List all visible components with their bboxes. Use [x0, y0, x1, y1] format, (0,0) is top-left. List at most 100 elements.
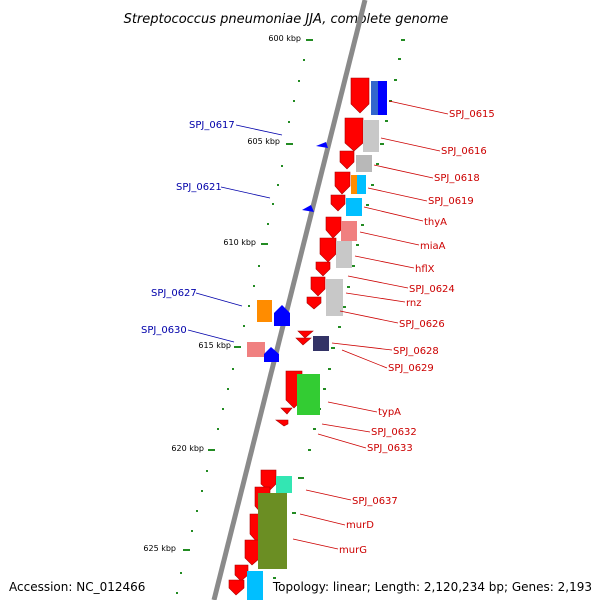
minor-tick	[232, 368, 234, 370]
major-tick	[261, 243, 268, 245]
gene-arrow-forward[interactable]	[330, 194, 346, 212]
minor-tick	[222, 408, 224, 410]
genome-backbone	[211, 0, 368, 600]
gene-arrow-forward[interactable]	[319, 237, 337, 263]
gene-label[interactable]: SPJ_0637	[352, 496, 398, 507]
gene-label[interactable]: thyA	[424, 217, 447, 228]
leader-line	[220, 186, 271, 199]
minor-tick	[281, 165, 283, 167]
minor-tick	[288, 121, 290, 123]
cog-box-grey	[336, 241, 352, 268]
minor-tick	[176, 592, 178, 594]
gene-arrow-forward[interactable]	[339, 150, 355, 170]
gene-label[interactable]: typA	[378, 407, 401, 418]
gene-label[interactable]: SPJ_0632	[371, 427, 417, 438]
cog-box-cyan	[357, 175, 366, 194]
gene-arrow-forward[interactable]	[334, 171, 351, 195]
cog-box-orange	[257, 300, 272, 322]
gene-arrow-forward[interactable]	[244, 539, 261, 566]
track-tick	[385, 120, 388, 122]
minor-tick	[206, 470, 208, 472]
track-tick	[273, 577, 276, 579]
gene-arrow-forward[interactable]	[310, 276, 326, 297]
leader-line	[363, 206, 424, 222]
gene-label[interactable]: SPJ_0629	[388, 363, 434, 374]
gene-label[interactable]: SPJ_0627	[151, 288, 197, 299]
leader-line	[235, 124, 283, 136]
minor-tick	[253, 285, 255, 287]
gene-label[interactable]: SPJ_0617	[189, 120, 235, 131]
gene-arrow-forward[interactable]	[295, 337, 312, 346]
gene-arrow-forward[interactable]	[325, 216, 342, 239]
cog-box-blue	[371, 81, 379, 115]
major-tick	[306, 39, 313, 41]
gene-arrow-forward[interactable]	[280, 407, 293, 415]
leader-line	[187, 329, 235, 343]
accession-text: Accession: NC_012466	[9, 580, 146, 594]
track-tick	[298, 477, 304, 479]
major-tick	[183, 549, 190, 551]
gene-label[interactable]: rnz	[406, 298, 422, 309]
leader-line	[305, 489, 352, 501]
right-labels: SPJ_0615 SPJ_0616 SPJ_0618 SPJ_0619 thyA…	[292, 100, 495, 556]
gene-arrow-forward[interactable]	[297, 330, 314, 339]
gene-label[interactable]: SPJ_0626	[399, 319, 445, 330]
cog-box-cyan	[247, 571, 263, 600]
gene-arrow-forward[interactable]	[344, 117, 364, 152]
gene-arrow-forward[interactable]	[350, 77, 370, 114]
gene-label[interactable]: SPJ_0621	[176, 182, 222, 193]
gene-arrow-forward[interactable]	[260, 469, 277, 492]
minor-tick	[298, 80, 300, 82]
gene-label[interactable]: hflX	[415, 264, 435, 275]
minor-tick	[248, 305, 250, 307]
gene-arrow-reverse[interactable]	[264, 347, 279, 362]
leader-line	[195, 292, 243, 307]
gene-label[interactable]: SPJ_0618	[434, 173, 480, 184]
major-tick	[286, 143, 293, 145]
track-tick	[352, 265, 355, 267]
gene-arrow-reverse[interactable]	[302, 205, 314, 212]
minor-tick	[258, 265, 260, 267]
left-labels: SPJ_0617 SPJ_0621 SPJ_0627 SPJ_0630	[141, 120, 283, 343]
track-tick	[292, 512, 296, 514]
minor-tick	[277, 184, 279, 186]
cog-box-grey	[363, 120, 379, 152]
gene-label[interactable]: SPJ_0628	[393, 346, 439, 357]
leader-line	[359, 231, 420, 246]
gene-label[interactable]: murD	[346, 520, 374, 531]
minor-tick	[196, 510, 198, 512]
leader-line	[341, 349, 388, 369]
gene-arrow-forward[interactable]	[228, 579, 245, 596]
leader-line	[339, 310, 399, 324]
gene-arrow-reverse[interactable]	[274, 305, 290, 326]
scale-label: 610 kbp	[223, 238, 256, 247]
gene-label[interactable]: murG	[339, 545, 367, 556]
cog-box-mint	[276, 476, 292, 493]
gene-label[interactable]: SPJ_0615	[449, 109, 495, 120]
gene-arrow-forward[interactable]	[315, 261, 331, 277]
scale-label: 605 kbp	[247, 137, 280, 146]
track-tick	[401, 39, 405, 41]
gene-label[interactable]: SPJ_0630	[141, 325, 187, 336]
gene-label[interactable]: miaA	[420, 241, 446, 252]
reverse-genes	[247, 142, 328, 362]
gene-label[interactable]: SPJ_0619	[428, 196, 474, 207]
gene-arrow-forward[interactable]	[234, 564, 249, 582]
cog-box-grey	[326, 279, 343, 316]
track-tick	[356, 244, 359, 246]
gene-label[interactable]: SPJ_0633	[367, 443, 413, 454]
minor-tick	[201, 490, 203, 492]
cog-box-olive	[258, 493, 287, 569]
topology-text: Topology: linear; Length: 2,120,234 bp; …	[272, 580, 592, 594]
gene-arrow-forward[interactable]	[275, 419, 289, 427]
leader-line	[354, 255, 415, 269]
gene-label[interactable]: SPJ_0624	[409, 284, 455, 295]
gene-arrow-reverse[interactable]	[316, 142, 328, 148]
gene-label[interactable]: SPJ_0616	[441, 146, 487, 157]
gene-arrow-forward[interactable]	[306, 296, 322, 310]
leader-line	[345, 292, 406, 303]
track-tick	[380, 143, 384, 145]
leader-line	[388, 100, 449, 115]
track-tick	[361, 224, 364, 226]
